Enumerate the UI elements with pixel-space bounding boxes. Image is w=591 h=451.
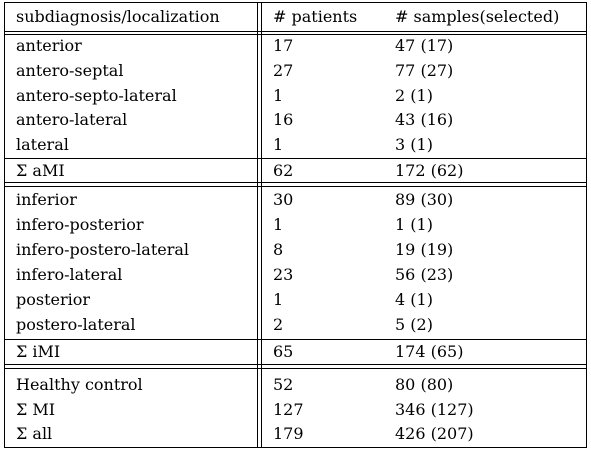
table-row: posterior 1 4 (1) bbox=[0, 287, 591, 312]
header-samples: # samples(selected) bbox=[395, 7, 560, 26]
header-row: subdiagnosis/localization # patients # s… bbox=[0, 4, 591, 29]
cell-patients: 1 bbox=[273, 290, 284, 309]
cell-patients: 23 bbox=[273, 265, 294, 284]
header-subdiagnosis: subdiagnosis/localization bbox=[16, 7, 220, 26]
cell-localization: infero-lateral bbox=[16, 265, 123, 284]
table-row: infero-lateral 23 56 (23) bbox=[0, 262, 591, 287]
cell-patients: 30 bbox=[273, 190, 294, 209]
cell-samples: 89 (30) bbox=[395, 190, 454, 209]
summary-row-imi: Σ iMI 65 174 (65) bbox=[0, 339, 591, 364]
cell-samples: 77 (27) bbox=[395, 61, 454, 80]
cell-patients: 8 bbox=[273, 240, 284, 259]
cell-patients: 1 bbox=[273, 215, 284, 234]
cell-localization: Σ aMI bbox=[16, 161, 65, 180]
cell-localization: infero-posterior bbox=[16, 215, 144, 234]
top-rule bbox=[4, 2, 586, 3]
cell-samples: 56 (23) bbox=[395, 265, 454, 284]
cell-localization: Σ all bbox=[16, 424, 53, 443]
cell-samples: 2 (1) bbox=[395, 86, 433, 105]
cell-samples: 1 (1) bbox=[395, 215, 433, 234]
table-row: infero-postero-lateral 8 19 (19) bbox=[0, 237, 591, 262]
cell-localization: Σ iMI bbox=[16, 342, 61, 361]
cell-localization: antero-septo-lateral bbox=[16, 86, 177, 105]
cell-localization: antero-septal bbox=[16, 61, 124, 80]
cell-samples: 5 (2) bbox=[395, 315, 433, 334]
footer-row-mi: Σ MI 127 346 (127) bbox=[0, 397, 591, 422]
table-row: postero-lateral 2 5 (2) bbox=[0, 312, 591, 337]
footer-row-healthy: Healthy control 52 80 (80) bbox=[0, 372, 591, 397]
cell-patients: 1 bbox=[273, 86, 284, 105]
cell-patients: 17 bbox=[273, 36, 294, 55]
header-double-rule-1 bbox=[4, 31, 586, 32]
cell-localization: inferior bbox=[16, 190, 77, 209]
cell-localization: Healthy control bbox=[16, 375, 143, 394]
right-border bbox=[586, 2, 587, 448]
cell-samples: 80 (80) bbox=[395, 375, 454, 394]
cell-patients: 62 bbox=[273, 161, 294, 180]
column-divider-2 bbox=[261, 2, 262, 448]
cell-patients: 1 bbox=[273, 135, 284, 154]
group2-double-rule-1 bbox=[4, 364, 586, 365]
left-border bbox=[4, 2, 5, 448]
cell-patients: 179 bbox=[273, 424, 304, 443]
cell-samples: 3 (1) bbox=[395, 135, 433, 154]
footer-row-all: Σ all 179 426 (207) bbox=[0, 421, 591, 446]
cell-patients: 65 bbox=[273, 342, 294, 361]
header-patients: # patients bbox=[273, 7, 358, 26]
table-row: lateral 1 3 (1) bbox=[0, 132, 591, 157]
bottom-rule bbox=[4, 447, 586, 448]
cell-samples: 43 (16) bbox=[395, 110, 454, 129]
cell-localization: antero-lateral bbox=[16, 110, 128, 129]
summary-row-ami: Σ aMI 62 172 (62) bbox=[0, 158, 591, 183]
table-row: antero-septal 27 77 (27) bbox=[0, 58, 591, 83]
cell-localization: posterior bbox=[16, 290, 91, 309]
cell-localization: infero-postero-lateral bbox=[16, 240, 190, 259]
cell-samples: 426 (207) bbox=[395, 424, 474, 443]
cell-samples: 47 (17) bbox=[395, 36, 454, 55]
cell-samples: 4 (1) bbox=[395, 290, 433, 309]
cell-patients: 52 bbox=[273, 375, 294, 394]
group1-summary-rule bbox=[4, 158, 586, 159]
cell-patients: 27 bbox=[273, 61, 294, 80]
table-row: inferior 30 89 (30) bbox=[0, 187, 591, 212]
cell-patients: 2 bbox=[273, 315, 284, 334]
table-row: antero-septo-lateral 1 2 (1) bbox=[0, 83, 591, 108]
table-row: infero-posterior 1 1 (1) bbox=[0, 212, 591, 237]
header-double-rule-2 bbox=[4, 34, 586, 35]
cell-patients: 127 bbox=[273, 400, 304, 419]
cell-localization: postero-lateral bbox=[16, 315, 136, 334]
cell-localization: Σ MI bbox=[16, 400, 56, 419]
cell-patients: 16 bbox=[273, 110, 294, 129]
table-row: antero-lateral 16 43 (16) bbox=[0, 107, 591, 132]
cell-samples: 346 (127) bbox=[395, 400, 474, 419]
column-divider-1 bbox=[257, 2, 258, 448]
cell-samples: 172 (62) bbox=[395, 161, 464, 180]
cell-samples: 174 (65) bbox=[395, 342, 464, 361]
group1-double-rule-2 bbox=[4, 186, 586, 187]
group1-double-rule-1 bbox=[4, 182, 586, 183]
cell-localization: lateral bbox=[16, 135, 69, 154]
cell-samples: 19 (19) bbox=[395, 240, 454, 259]
table-row: anterior 17 47 (17) bbox=[0, 33, 591, 58]
group2-summary-rule bbox=[4, 339, 586, 340]
cell-localization: anterior bbox=[16, 36, 82, 55]
group2-double-rule-2 bbox=[4, 368, 586, 369]
